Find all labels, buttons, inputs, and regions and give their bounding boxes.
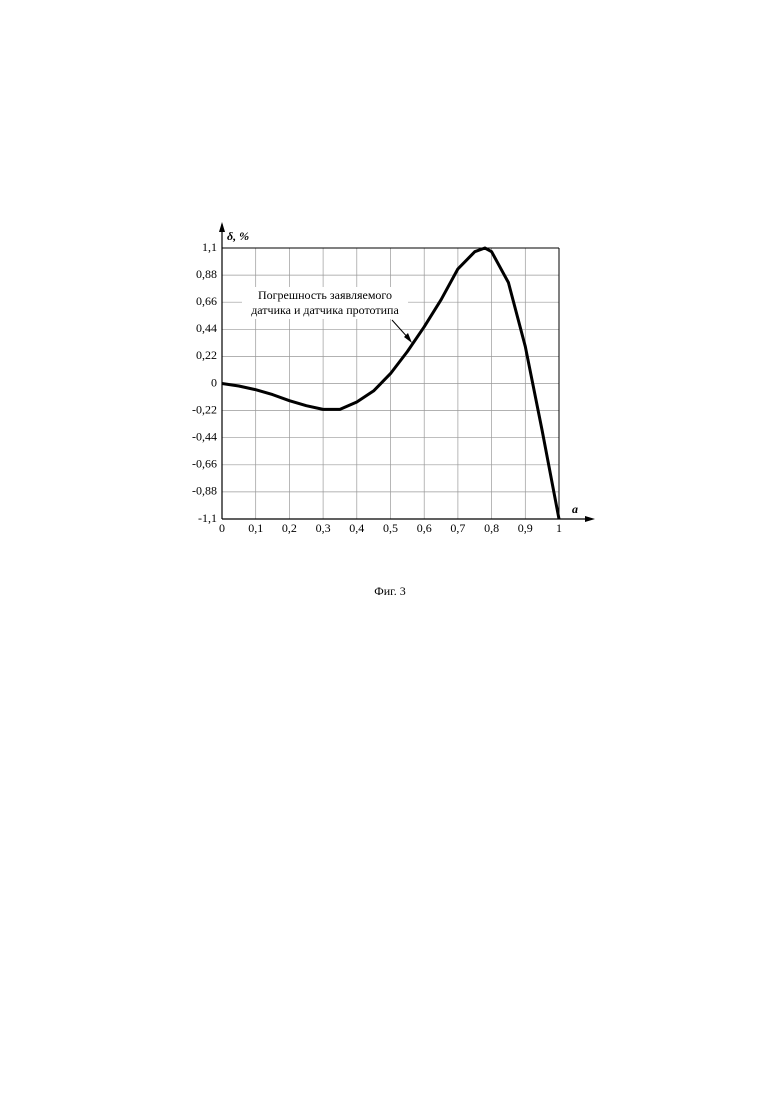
- x-tick-label: 0,9: [518, 521, 533, 535]
- x-tick-label: 0: [219, 521, 225, 535]
- y-axis-arrow: [219, 222, 225, 232]
- y-tick-label: 0,88: [196, 267, 217, 281]
- x-axis-label: a: [572, 502, 578, 516]
- chart: δ, % a Погрешность заявляемого датчика и…: [0, 0, 780, 1103]
- x-tick-label: 0,6: [417, 521, 432, 535]
- x-tick-label: 0,4: [349, 521, 364, 535]
- x-tick-label: 1: [556, 521, 562, 535]
- x-tick-label: 0,5: [383, 521, 398, 535]
- y-tick-label: 0,22: [196, 348, 217, 362]
- y-tick-label: 0: [211, 375, 217, 389]
- y-axis-label: δ, %: [227, 229, 249, 243]
- x-tick-label: 0,1: [248, 521, 263, 535]
- x-axis-arrow: [585, 516, 595, 522]
- caption: Фиг. 3: [374, 584, 405, 598]
- annotation: датчика и датчика прототипа: [251, 303, 399, 317]
- y-tick-label: -0,66: [192, 457, 217, 471]
- y-tick-label: 0,66: [196, 294, 217, 308]
- x-tick-label: 0,3: [316, 521, 331, 535]
- y-tick-label: 1,1: [202, 240, 217, 254]
- x-tick-label: 0,7: [450, 521, 465, 535]
- x-tick-label: 0,2: [282, 521, 297, 535]
- y-tick-label: -0,44: [192, 429, 217, 443]
- y-tick-label: -0,88: [192, 484, 217, 498]
- y-tick-label: -0,22: [192, 402, 217, 416]
- x-tick-label: 0,8: [484, 521, 499, 535]
- y-tick-label: 0,44: [196, 321, 217, 335]
- y-tick-label: -1,1: [198, 511, 217, 525]
- annotation: Погрешность заявляемого: [258, 288, 392, 302]
